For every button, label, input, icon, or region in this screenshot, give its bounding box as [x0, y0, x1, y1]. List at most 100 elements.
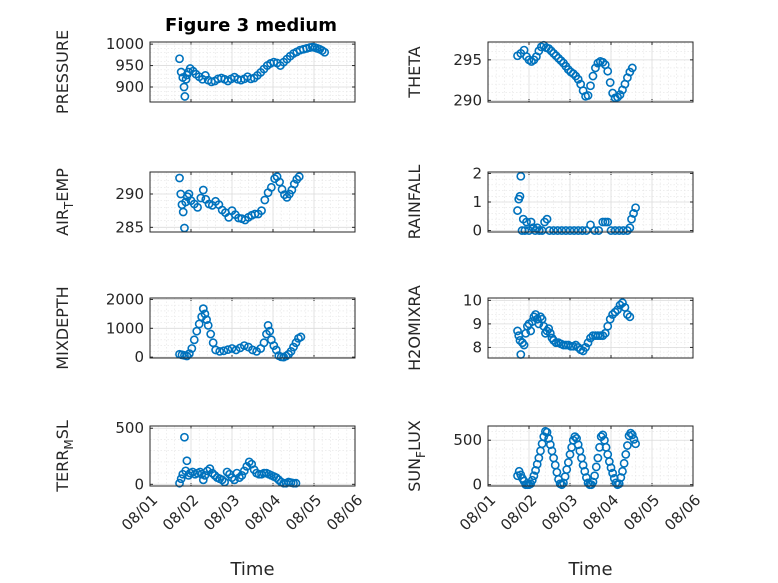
x-tick-label: 08/01 [456, 491, 499, 534]
data-point [586, 333, 595, 343]
data-point [196, 193, 206, 203]
data-point [175, 173, 184, 183]
data-point [583, 91, 593, 100]
data-point [629, 209, 638, 218]
data-point [180, 432, 189, 442]
data-point [527, 475, 537, 485]
data-point [522, 217, 531, 227]
data-point [627, 63, 637, 73]
data-point [181, 74, 191, 84]
axis-frame [149, 425, 356, 487]
axis-frame [487, 297, 694, 359]
data-point [573, 74, 583, 84]
data-point [577, 226, 587, 235]
data-point [549, 48, 558, 58]
data-point [175, 54, 184, 64]
x-tick-label: 08/04 [579, 491, 622, 534]
data-point [180, 92, 190, 101]
x-tick-label: 08/03 [200, 491, 243, 534]
y-tick-label: 290 [453, 91, 482, 109]
data-point [544, 324, 554, 333]
data-point [614, 226, 624, 235]
subplot-7: 0 500 TERRMSL 08/0108/0208/0308/0408/0508/0… [53, 419, 366, 580]
y-tick-label: 0 [134, 475, 144, 493]
x-tick-label: 08/02 [159, 491, 202, 534]
data-point [217, 475, 227, 485]
data-point [237, 470, 247, 480]
data-point [598, 430, 608, 440]
data-point [198, 304, 208, 314]
data-point [571, 340, 581, 350]
data-point [189, 335, 199, 345]
data-point [582, 473, 591, 482]
data-point [198, 475, 208, 485]
data-point [591, 462, 601, 472]
data-point [615, 90, 625, 100]
data-point [629, 434, 639, 444]
data-point [551, 51, 561, 61]
data-point [598, 331, 608, 341]
data-point [583, 338, 593, 348]
data-point [598, 57, 608, 67]
data-point [193, 202, 202, 212]
data-point [586, 81, 595, 91]
data-point [608, 468, 618, 478]
y-axis-label: PRESSURE [53, 30, 72, 114]
data-point [275, 177, 284, 187]
data-point [545, 328, 555, 338]
data-point [513, 206, 522, 215]
data-point [182, 351, 192, 361]
data-point [544, 44, 554, 53]
data-point [631, 439, 640, 449]
data-point [320, 47, 330, 57]
data-point [594, 226, 604, 235]
data-point [211, 345, 220, 355]
data-point [296, 332, 306, 342]
data-point [619, 458, 629, 468]
data-point [239, 466, 249, 476]
data-point [289, 342, 298, 352]
data-point [570, 432, 580, 442]
data-point [613, 92, 622, 102]
y-axis-label: SUNFLUX [405, 420, 428, 492]
data-point [291, 478, 301, 488]
y-tick-label: 0 [134, 348, 144, 366]
y-tick-label: 1000 [106, 319, 144, 337]
data-point [553, 226, 563, 235]
data-point [621, 450, 631, 459]
data-point [546, 46, 556, 56]
axis-frame [149, 297, 356, 359]
data-point [257, 206, 266, 216]
data-point [618, 298, 627, 308]
data-point [556, 56, 566, 66]
data-point [610, 226, 620, 235]
y-axis-label: THETA [405, 46, 424, 98]
data-point [618, 466, 627, 476]
data-point [529, 471, 539, 481]
y-tick-label: 1000 [106, 35, 144, 53]
data-point [608, 310, 618, 319]
data-point [265, 326, 275, 336]
data-point [187, 344, 197, 353]
y-tick-label: 950 [115, 57, 144, 75]
data-point [182, 456, 192, 466]
subplot-2: 290 295 THETA [405, 40, 694, 109]
data-point [623, 310, 632, 319]
data-point [605, 78, 615, 87]
data-point [593, 453, 603, 463]
data-point [588, 71, 598, 81]
data-point [260, 195, 270, 205]
data-point [520, 226, 530, 235]
data-point [563, 458, 573, 467]
data-point [549, 335, 558, 345]
data-point [554, 53, 563, 63]
data-point [603, 217, 613, 227]
data-point [565, 226, 575, 235]
axis-frame [487, 171, 694, 233]
data-point [271, 473, 281, 482]
y-tick-label: 2 [472, 164, 482, 182]
data-point [200, 309, 210, 319]
data-point [603, 66, 613, 76]
data-point [613, 305, 622, 315]
